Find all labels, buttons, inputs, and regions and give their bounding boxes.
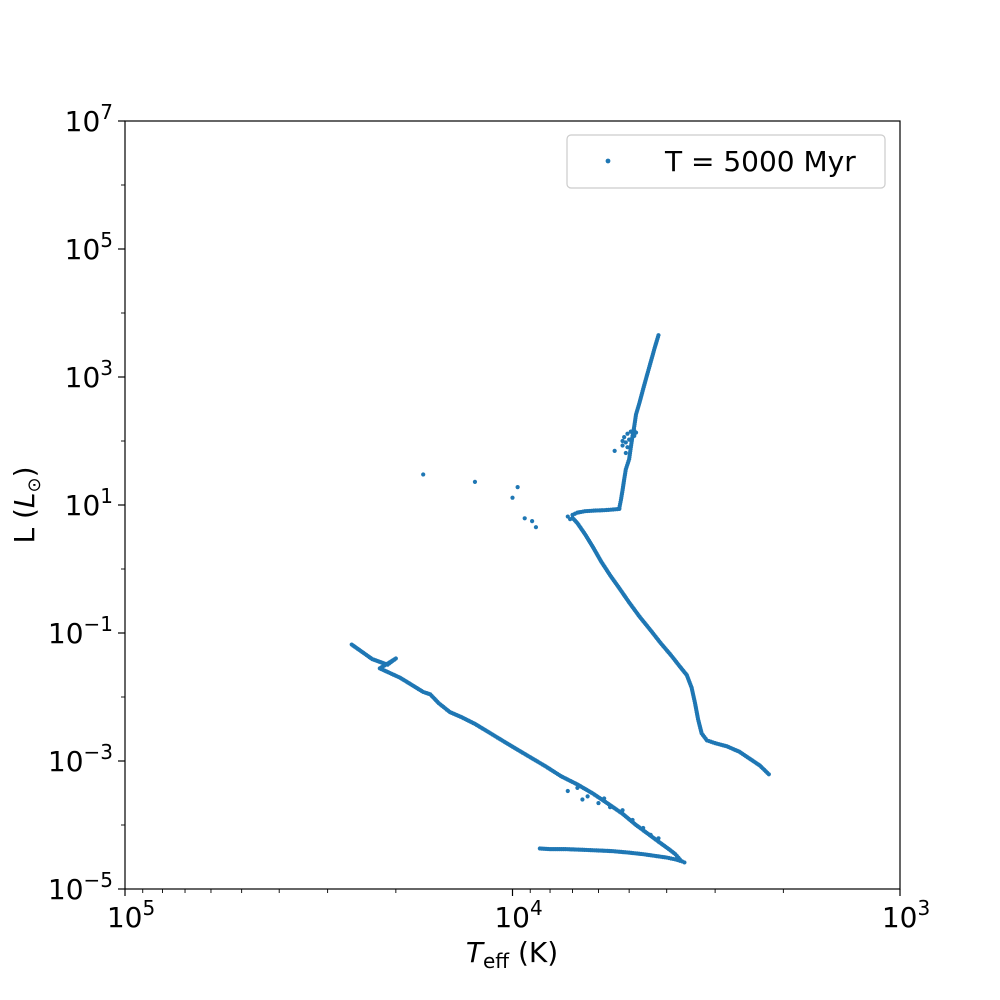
legend-box	[566, 134, 886, 189]
x-axis-label: Teff (K)	[466, 936, 558, 973]
y-axis-label-symbol: L	[8, 492, 41, 508]
data-point	[620, 443, 625, 448]
x-axis-label-main: T	[466, 936, 485, 969]
data-point	[630, 817, 635, 823]
data-point	[623, 450, 628, 456]
y-tick-label: 101	[65, 484, 113, 522]
y-tick-label: 10−1	[48, 612, 113, 650]
data-point	[625, 431, 630, 436]
y-tick-label: 103	[65, 356, 113, 394]
data-point	[625, 445, 630, 450]
data-point	[656, 333, 661, 338]
data-point	[596, 800, 601, 806]
data-point	[612, 448, 617, 454]
legend: T = 5000 Myr	[566, 134, 886, 189]
data-point	[620, 438, 625, 444]
data-point	[632, 433, 637, 439]
x-tick-label: 104	[494, 896, 542, 934]
data-point	[623, 440, 628, 445]
y-tick-label: 107	[65, 100, 113, 138]
x-tick-label: 105	[107, 896, 155, 934]
y-axis-label: L (L⊙)	[8, 466, 45, 543]
data-point	[648, 832, 653, 838]
data-point	[585, 794, 590, 799]
data-point	[565, 788, 570, 794]
data-point	[620, 808, 625, 813]
x-tick-label: 103	[882, 896, 930, 934]
y-axis-label-sub: ⊙	[24, 477, 45, 492]
data-point	[522, 516, 527, 521]
data-point	[580, 797, 585, 802]
y-axis-label-main: L (	[8, 508, 41, 543]
data-point	[682, 860, 687, 865]
data-point	[515, 485, 520, 490]
data-point	[641, 825, 646, 831]
y-tick-label: 10−5	[48, 868, 113, 906]
data-point	[421, 472, 426, 477]
data-point	[575, 785, 580, 790]
data-point	[510, 495, 515, 500]
y-tick-label: 105	[65, 228, 113, 266]
x-axis-label-sub: eff	[483, 949, 510, 973]
data-point	[472, 479, 478, 484]
legend-marker	[605, 158, 611, 164]
data-point	[627, 437, 632, 442]
data-point	[628, 429, 633, 434]
data-point	[530, 519, 535, 524]
data-point	[607, 805, 613, 810]
axis-ticks: 105 104 103 10−5 10−3 10−1 101 103 105 107	[48, 100, 930, 934]
data-point	[533, 525, 539, 530]
data-point	[602, 796, 607, 801]
data-point	[565, 514, 570, 519]
data-point	[656, 836, 661, 841]
y-axis-label-close: )	[8, 466, 41, 477]
scatter-points	[349, 333, 771, 865]
x-axis-label-unit: (K)	[509, 936, 558, 969]
data-point	[633, 430, 639, 435]
y-tick-label: 10−3	[48, 740, 113, 778]
data-point	[622, 435, 627, 440]
legend-label: T = 5000 Myr	[664, 145, 856, 178]
